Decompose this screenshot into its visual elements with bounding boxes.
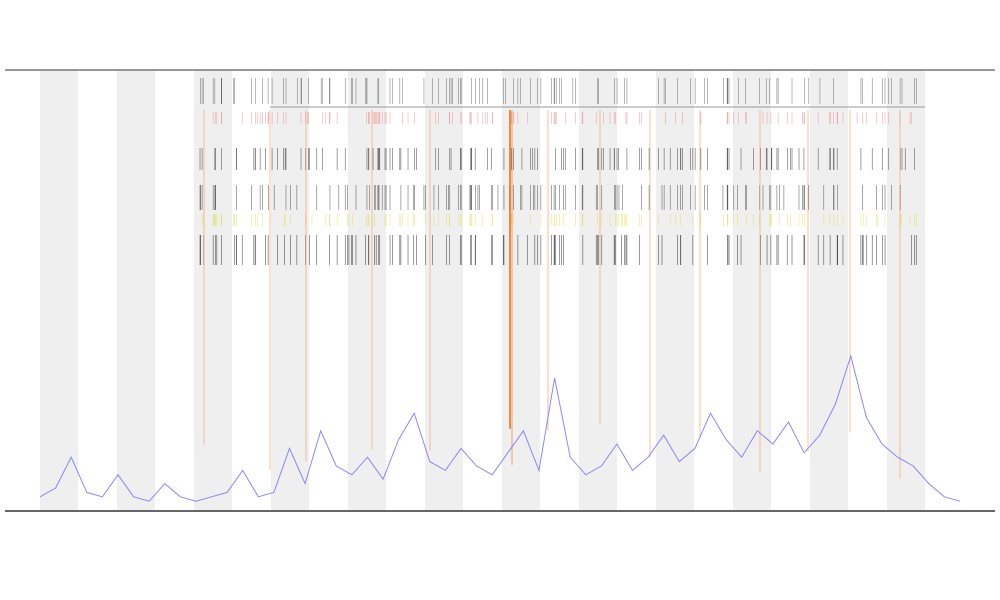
feature-tracks — [199, 78, 917, 479]
band — [425, 70, 463, 510]
band — [810, 70, 848, 510]
band — [194, 70, 232, 510]
band — [40, 70, 78, 510]
shaded-bands — [40, 70, 925, 510]
band — [656, 70, 694, 510]
signal-track — [39, 354, 961, 502]
signal-line — [39, 354, 961, 502]
band — [271, 70, 309, 510]
band — [348, 70, 386, 510]
band — [502, 70, 540, 510]
band — [117, 70, 155, 510]
band — [887, 70, 925, 510]
band — [733, 70, 771, 510]
band — [579, 70, 617, 510]
